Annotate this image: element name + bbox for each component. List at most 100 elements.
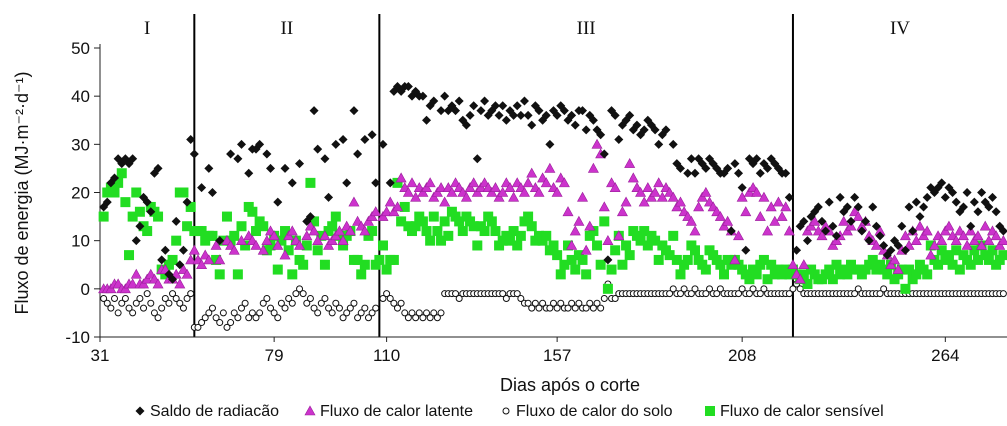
triangle-point (573, 215, 585, 226)
circle-point (187, 290, 195, 298)
square-point (283, 245, 294, 256)
triangle-point (152, 278, 164, 289)
legend-marker (304, 405, 316, 416)
triangle-point (780, 201, 792, 212)
diamond-point (948, 188, 958, 197)
diamond-point (142, 197, 152, 207)
circle-point (147, 299, 155, 307)
diamond-point (639, 125, 649, 135)
diamond-point (632, 120, 642, 130)
diamond-point (153, 163, 163, 173)
diamond-point (668, 139, 678, 149)
triangle-point (736, 191, 748, 202)
square-point (272, 264, 283, 275)
square-point (221, 211, 232, 222)
diamond-point (262, 149, 272, 159)
triangle-point (196, 259, 208, 270)
circle-point (263, 294, 271, 302)
triangle-point (203, 254, 215, 265)
triangle-point (257, 244, 269, 255)
diamond-point (309, 106, 319, 116)
circle-point (419, 314, 427, 322)
circle-point (179, 304, 187, 312)
circle-point (433, 314, 441, 322)
square-point (182, 221, 193, 232)
triangle-point (729, 254, 741, 265)
square-point (664, 250, 675, 261)
triangle-point (809, 215, 821, 226)
triangle-point (921, 225, 933, 236)
square-point (338, 240, 349, 251)
circle-point (499, 290, 507, 298)
diamond-point (175, 260, 185, 270)
circle-point (335, 304, 343, 312)
triangle-point (671, 201, 683, 212)
circle-point (582, 304, 590, 312)
triangle-point (961, 239, 973, 250)
diamond-point (313, 144, 323, 154)
diamond-point (305, 212, 315, 222)
diamond-point (984, 202, 994, 212)
circle-point (296, 285, 304, 293)
circle-point (306, 294, 314, 302)
triangle-point (533, 186, 545, 197)
circle-point (789, 285, 797, 293)
triangle-point (794, 273, 806, 284)
diamond-point (168, 274, 178, 284)
square-point (951, 245, 962, 256)
triangle-point (598, 201, 610, 212)
triangle-point (366, 210, 378, 221)
diamond-point (835, 192, 845, 202)
triangle-point (649, 186, 661, 197)
diamond-point (367, 130, 377, 140)
circle-point (999, 290, 1007, 298)
triangle-point (653, 177, 665, 188)
square-point (167, 254, 178, 265)
circle-point (517, 294, 525, 302)
diamond-point (197, 183, 207, 193)
square-point (751, 269, 762, 280)
triangle-point (185, 254, 197, 265)
circle-point (267, 304, 275, 312)
diamond-point (349, 106, 359, 116)
square-point (305, 177, 316, 188)
x-tick-label: 208 (728, 346, 756, 365)
y-axis-title: Fluxo de energia (MJ·m⁻²·d⁻¹) (12, 71, 32, 314)
diamond-point (861, 216, 871, 226)
square-point (570, 264, 581, 275)
square-point (762, 274, 773, 285)
triangle-point (489, 182, 501, 192)
diamond-point (962, 188, 972, 197)
diamond-point (418, 91, 428, 101)
circle-point (118, 299, 126, 307)
diamond-point (879, 240, 889, 250)
triangle-point (377, 210, 389, 221)
diamond-point (625, 110, 635, 120)
x-axis: 31 79 110 157 208 264 (91, 336, 1007, 365)
circle-point (368, 309, 376, 317)
circle-point (430, 309, 438, 317)
triangle-point (743, 186, 755, 197)
y-tick-label: 20 (71, 184, 90, 203)
diamond-point (998, 226, 1007, 236)
triangle-point (968, 235, 980, 245)
triangle-point (141, 273, 153, 284)
circle-point (274, 314, 282, 322)
diamond-point (919, 202, 929, 212)
diamond-point (973, 207, 983, 217)
square-point (472, 240, 483, 251)
diamond-point (255, 139, 265, 149)
triangle-point (279, 249, 291, 260)
square-point (827, 274, 838, 285)
circle-point (346, 304, 354, 312)
diamond-point (846, 216, 856, 226)
circle-point (702, 290, 710, 298)
diamond-point (781, 168, 791, 178)
square-point (113, 177, 124, 188)
circle-point (539, 299, 547, 307)
circle-point (281, 304, 289, 312)
circle-point (317, 299, 325, 307)
circle-point (339, 314, 347, 322)
diamond-point (915, 212, 925, 222)
diamond-point (320, 154, 330, 164)
